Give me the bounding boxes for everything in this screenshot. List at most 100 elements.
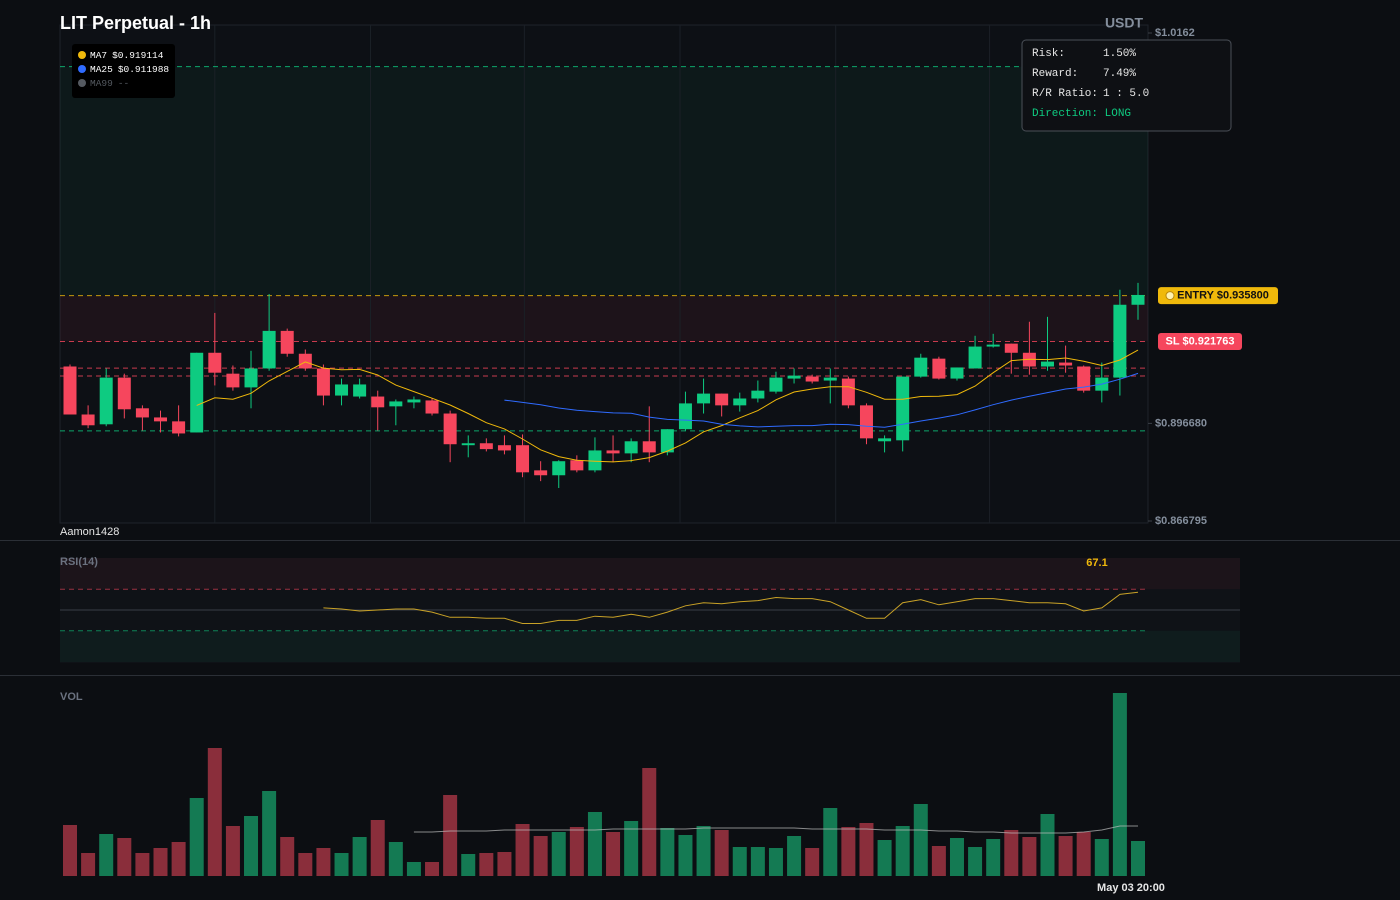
legend-value: -- [118, 78, 129, 89]
volume-bar [805, 848, 820, 876]
candle-body [461, 443, 475, 446]
volume-bar [678, 835, 693, 876]
volume-bar [189, 798, 204, 876]
candle-body [642, 441, 656, 453]
candle-body [407, 399, 421, 403]
legend-entry: MA25 $0.911988 [90, 64, 169, 75]
volume-bar [606, 832, 621, 876]
volume-ma-line [413, 825, 1138, 834]
volume-bar [443, 795, 458, 876]
candle-body [697, 393, 711, 404]
candle-body [244, 368, 258, 388]
candle-body [751, 390, 765, 399]
candle-body [1004, 343, 1018, 353]
legend-value: $0.911988 [118, 64, 170, 75]
volume-bar [1076, 832, 1091, 876]
volume-bar [461, 854, 476, 876]
ma-line [196, 349, 1139, 463]
reward-value: 7.49% [1103, 68, 1136, 80]
candle-body [298, 353, 312, 369]
candle-body [968, 346, 982, 369]
rsi-title: RSI(14) [60, 556, 98, 568]
volume-bar [316, 848, 331, 876]
legend-entry: MA7 $0.919114 [90, 50, 164, 61]
entry-badge-label: ENTRY $0.935800 [1177, 290, 1269, 302]
volume-bar [624, 821, 639, 876]
candle-body [425, 400, 439, 414]
y-tick-label: $0.866795 [1155, 515, 1207, 527]
ma-legend [72, 44, 175, 98]
volume-bar [99, 834, 114, 876]
candle-body [932, 358, 946, 379]
volume-bar [841, 827, 856, 876]
candle-body [570, 460, 584, 471]
volume-bar [81, 853, 96, 876]
y-tick-label: $0.896680 [1155, 417, 1207, 429]
volume-bar [352, 837, 367, 876]
volume-bar [1004, 830, 1019, 876]
volume-bar [1131, 841, 1145, 876]
volume-bar [949, 838, 964, 876]
candle-body [190, 352, 204, 433]
volume-bar [1058, 836, 1073, 876]
volume-bar [153, 848, 168, 876]
volume-bar [986, 839, 1001, 876]
rsi-value-label: 67.1 [1086, 557, 1107, 569]
candle-body [769, 377, 783, 392]
candle-body [497, 445, 511, 451]
loss-zone [60, 295, 1148, 342]
vol-layer: May 03 20:00 [63, 693, 1165, 894]
candle-body [516, 445, 530, 473]
candle-body [678, 403, 692, 430]
volume-bar [117, 838, 132, 876]
volume-bar [135, 853, 150, 876]
volume-bar [660, 828, 675, 876]
volume-bar [207, 748, 222, 876]
candle-body [823, 377, 837, 381]
candle-body [878, 438, 892, 442]
volume-bar [551, 832, 566, 876]
volume-bar [569, 827, 584, 876]
overbought-zone [60, 558, 1240, 590]
volume-bar [1022, 837, 1037, 876]
volume-bar [1040, 814, 1055, 876]
candle-body [660, 429, 674, 453]
candle-body [316, 368, 330, 396]
legend-name: MA7 [90, 50, 107, 61]
volume-bar [370, 820, 385, 876]
candle-body [552, 461, 566, 476]
volume-bar [388, 842, 403, 876]
candle-body [443, 413, 457, 445]
volume-bar [406, 862, 421, 876]
legend-value: $0.919114 [112, 50, 164, 61]
volume-bar [768, 848, 783, 876]
volume-bar [895, 826, 910, 876]
volume-bar [171, 842, 186, 876]
ratio-value: 1 : 5.0 [1103, 88, 1149, 100]
volume-bar [823, 808, 838, 876]
candle-body [787, 375, 801, 379]
ratio-label: R/R Ratio: [1032, 88, 1098, 100]
unit-label: USDT [1105, 15, 1144, 31]
volume-bar [225, 826, 240, 876]
candle-body [335, 384, 349, 396]
risk-box-frame [1021, 39, 1232, 132]
candle-body [1040, 361, 1054, 367]
volume-bar [280, 837, 295, 876]
candle-body [588, 450, 602, 471]
volume-bar [877, 840, 892, 876]
volume-bar [1094, 839, 1109, 876]
volume-bar [298, 853, 313, 876]
candle-body [1113, 304, 1127, 378]
legend-entry: MA99 -- [90, 78, 129, 89]
candle-body [389, 401, 403, 407]
entry-icon [1165, 291, 1175, 301]
volume-bar [425, 862, 440, 876]
candle-body [805, 376, 819, 382]
candle-body [986, 344, 1000, 347]
legend-swatch [78, 51, 86, 59]
x-tick-label: May 03 20:00 [1097, 882, 1165, 894]
price-layer: $1.0162 $0.896680 $0.866795 ENTRY $0.935800… [60, 25, 1278, 527]
candle-body [208, 352, 222, 373]
